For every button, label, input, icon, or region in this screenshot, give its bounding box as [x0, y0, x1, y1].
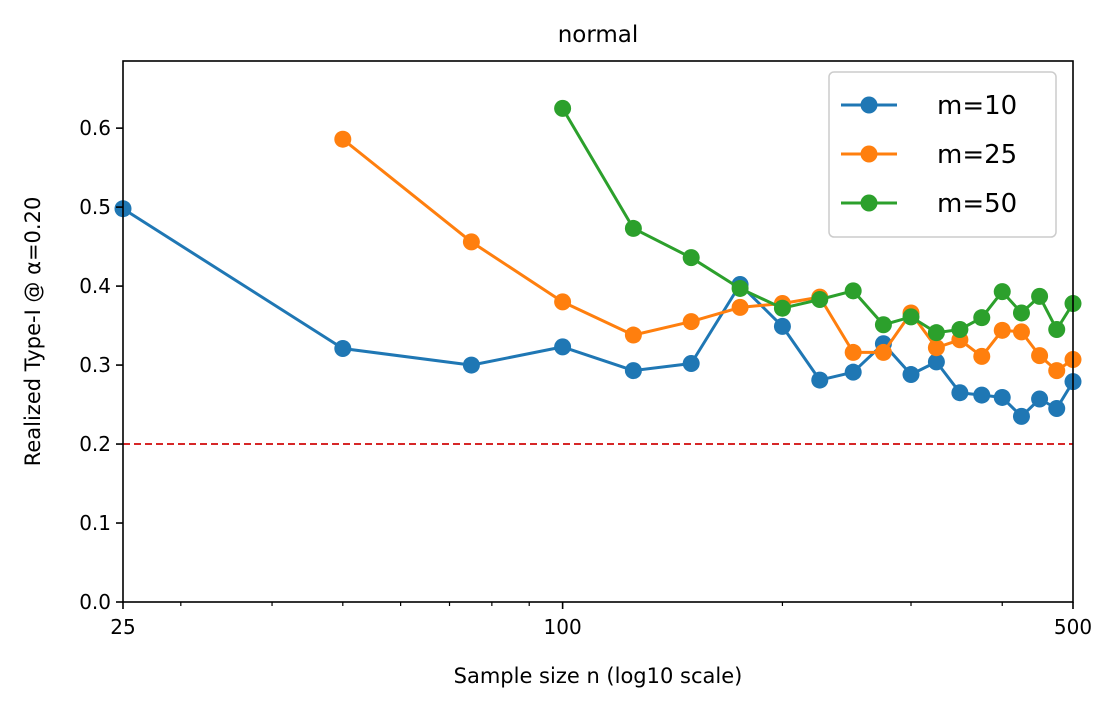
data-point [874, 316, 892, 334]
chart-title: normal [558, 22, 639, 48]
data-point [811, 291, 829, 309]
y-tick-label: 0.0 [79, 590, 111, 614]
x-tick-label: 100 [544, 615, 582, 639]
legend-label: m=25 [937, 140, 1017, 170]
legend-label: m=10 [937, 91, 1017, 121]
data-point [624, 326, 642, 344]
data-point [993, 388, 1011, 406]
legend-marker [860, 194, 878, 212]
y-tick-label: 0.3 [79, 353, 111, 377]
data-point [1031, 287, 1049, 305]
plot-area [114, 99, 1082, 446]
y-tick-label: 0.4 [79, 274, 111, 298]
data-point [844, 363, 862, 381]
x-tick-label: 500 [1054, 615, 1092, 639]
data-point [334, 339, 352, 357]
y-axis-label: Realized Type-I @ α=0.20 [21, 197, 45, 467]
y-tick-label: 0.1 [79, 511, 111, 535]
data-point [973, 386, 991, 404]
legend-entry-m=50: m=50 [841, 189, 1017, 219]
data-point [1012, 304, 1030, 322]
legend-frame [828, 71, 1057, 238]
data-point [973, 309, 991, 327]
series-layer [114, 99, 1082, 425]
legend: m=10 m=25 m=50 [828, 71, 1057, 238]
legend-entry-m=25: m=25 [841, 140, 1017, 170]
data-point [334, 130, 352, 148]
data-point [993, 283, 1011, 301]
data-point [682, 249, 700, 267]
data-point [1012, 407, 1030, 425]
data-point [1048, 400, 1066, 418]
data-point [902, 366, 920, 384]
data-point [731, 279, 749, 297]
data-point [1031, 347, 1049, 365]
x-tick-label: 25 [110, 615, 135, 639]
data-point [951, 384, 969, 402]
data-point [554, 293, 572, 311]
data-point [902, 308, 920, 326]
data-point [682, 354, 700, 372]
data-point [1012, 323, 1030, 341]
data-point [554, 338, 572, 356]
data-point [1048, 321, 1066, 339]
legend-marker [860, 96, 878, 114]
legend-entry-m=10: m=10 [841, 91, 1017, 121]
x-axis: 25 100 500 [110, 602, 1092, 639]
data-point [811, 371, 829, 389]
y-axis: 0.0 0.1 0.2 0.3 0.4 0.5 0.6 [79, 116, 123, 614]
y-tick-label: 0.6 [79, 116, 111, 140]
legend-marker [860, 145, 878, 163]
data-point [731, 298, 749, 316]
data-point [624, 219, 642, 237]
data-point [1031, 390, 1049, 408]
data-point [462, 356, 480, 374]
data-point [844, 343, 862, 361]
data-point [844, 282, 862, 300]
data-point [1048, 362, 1066, 380]
data-point [773, 317, 791, 335]
data-point [554, 99, 572, 117]
legend-label: m=50 [937, 189, 1017, 219]
data-point [462, 233, 480, 251]
plot-frame [122, 60, 1074, 603]
y-tick-label: 0.5 [79, 195, 111, 219]
data-point [624, 362, 642, 380]
data-point [682, 313, 700, 331]
data-point [874, 343, 892, 361]
y-tick-label: 0.2 [79, 432, 111, 456]
data-point [927, 324, 945, 342]
data-point [773, 299, 791, 317]
data-point [993, 321, 1011, 339]
data-point [951, 321, 969, 339]
data-point [927, 353, 945, 371]
series-m=50 [554, 99, 1082, 342]
data-point [927, 339, 945, 357]
data-point [973, 347, 991, 365]
x-axis-label: Sample size n (log10 scale) [454, 664, 743, 688]
